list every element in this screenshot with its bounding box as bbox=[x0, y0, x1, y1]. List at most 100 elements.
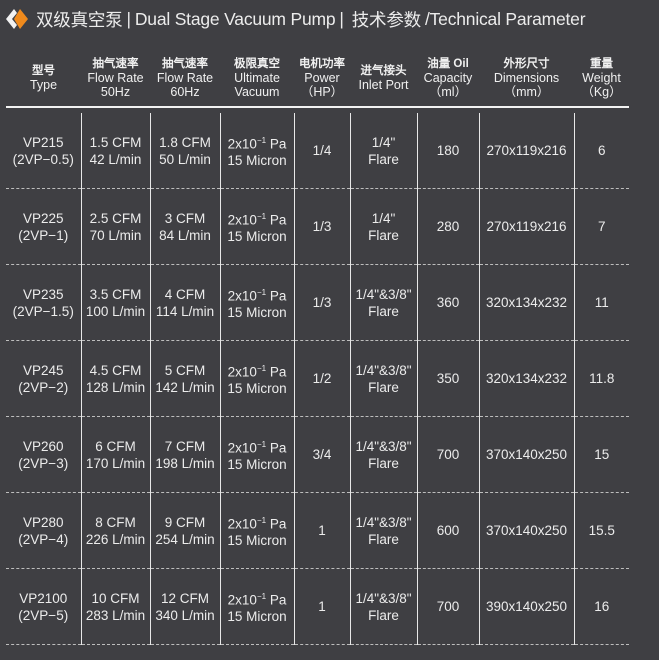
flow-60hz: 1.8 CFM bbox=[159, 134, 211, 150]
column-header: 极限真空 Ultimate Vacuum bbox=[220, 50, 294, 108]
power: 1/3 bbox=[312, 295, 332, 310]
header-cn: 重量 bbox=[590, 58, 613, 70]
model: VP215 bbox=[22, 134, 64, 150]
flow-60hz-sub: 254 L/min bbox=[155, 531, 215, 547]
vacuum-exponent: −1 bbox=[256, 439, 267, 449]
power-cell: 1/2 bbox=[293, 340, 350, 417]
inlet-port-sub: Flare bbox=[368, 607, 399, 623]
oil-capacity-cell: 180 bbox=[416, 113, 479, 189]
flow-60hz-sub: 84 L/min bbox=[159, 227, 211, 243]
flow-60hz-sub: 50 L/min bbox=[159, 151, 211, 167]
oil-capacity-cell: 600 bbox=[416, 492, 479, 569]
inlet-port-sub: Flare bbox=[368, 227, 399, 243]
flow-60hz-sub: 340 L/min bbox=[155, 607, 215, 623]
flow-60hz-cell: 12 CFM 340 L/min bbox=[149, 568, 220, 645]
vacuum-micron: 15 Micron bbox=[227, 533, 287, 549]
weight: 11.8 bbox=[589, 371, 615, 386]
dimensions-cell: 370x140x250 bbox=[478, 416, 574, 493]
table-row: VP215 (2VP−0.5) 1.5 CFM 42 L/min 1.8 CFM 50 L… bbox=[6, 113, 629, 189]
column-header: 重量 Weight （Kg） bbox=[574, 50, 629, 108]
weight-cell: 11.8 bbox=[573, 340, 629, 417]
header-en: Inlet Port bbox=[358, 78, 409, 92]
vacuum-unit: Pa bbox=[266, 136, 287, 152]
vacuum-micron: 15 Micron bbox=[227, 153, 287, 169]
weight: 6 bbox=[597, 143, 606, 158]
model-cell: VP2100 (2VP−5) bbox=[6, 568, 81, 645]
table-row: VP245 (2VP−2) 4.5 CFM 128 L/min 5 CFM 142 L/m… bbox=[6, 340, 629, 417]
power-cell: 1 bbox=[293, 568, 350, 645]
header-cn: 外形尺寸 bbox=[503, 58, 550, 70]
dimensions: 370x140x250 bbox=[485, 447, 568, 462]
dimensions-cell: 370x140x250 bbox=[478, 492, 574, 569]
oil-capacity: 360 bbox=[436, 295, 460, 310]
vacuum: 2x10 bbox=[227, 516, 257, 532]
power: 1 bbox=[318, 599, 326, 614]
model-cell: VP235 (2VP−1.5) bbox=[6, 264, 81, 341]
vacuum: 2x10 bbox=[227, 136, 257, 152]
flow-50hz-sub: 226 L/min bbox=[85, 531, 146, 547]
weight-cell: 11 bbox=[573, 264, 629, 341]
flow-50hz: 3.5 CFM bbox=[89, 286, 142, 302]
inlet-port-cell: 1/4" Flare bbox=[349, 188, 417, 265]
table-row: VP235 (2VP−1.5) 3.5 CFM 100 L/min 4 CFM 114 L… bbox=[6, 264, 629, 341]
model-sub: (2VP−1.5) bbox=[12, 303, 74, 319]
flow-50hz: 1.5 CFM bbox=[89, 134, 142, 150]
model: VP245 bbox=[22, 362, 64, 378]
weight-cell: 6 bbox=[573, 113, 629, 189]
weight-cell: 16 bbox=[573, 568, 629, 645]
power: 3/4 bbox=[312, 447, 332, 462]
dimensions-cell: 390x140x250 bbox=[478, 568, 574, 645]
vacuum: 2x10 bbox=[227, 440, 257, 456]
model-cell: VP280 (2VP−4) bbox=[6, 492, 81, 569]
column-header: 外形尺寸 Dimensions （mm） bbox=[479, 50, 574, 108]
model-cell: VP260 (2VP−3) bbox=[6, 416, 81, 493]
power: 1 bbox=[318, 523, 326, 538]
oil-capacity: 180 bbox=[436, 143, 460, 158]
flow-60hz: 5 CFM bbox=[164, 362, 206, 378]
dimensions-cell: 270x119x216 bbox=[478, 188, 574, 265]
oil-capacity-cell: 350 bbox=[416, 340, 479, 417]
inlet-port-cell: 1/4"&3/8" Flare bbox=[349, 340, 417, 417]
header-cn: 型号 bbox=[32, 65, 55, 77]
title-separator: | bbox=[339, 8, 344, 29]
oil-capacity: 280 bbox=[436, 219, 460, 234]
table-row: VP225 (2VP−1) 2.5 CFM 70 L/min 3 CFM 84 L/min… bbox=[6, 188, 629, 265]
oil-capacity: 350 bbox=[436, 371, 460, 386]
flow-60hz: 3 CFM bbox=[164, 210, 206, 226]
flow-50hz: 6 CFM bbox=[95, 438, 136, 454]
table-row: VP2100 (2VP−5) 10 CFM 283 L/min 12 CFM 340 L/… bbox=[6, 568, 629, 645]
header-cn: 电机功率 bbox=[299, 58, 345, 70]
vacuum: 2x10 bbox=[227, 288, 257, 304]
inlet-port-cell: 1/4"&3/8" Flare bbox=[349, 416, 417, 493]
flow-60hz-cell: 9 CFM 254 L/min bbox=[149, 492, 220, 569]
vacuum-cell: 2x10−1 Pa 15 Micron bbox=[219, 113, 294, 189]
vacuum-micron: 15 Micron bbox=[227, 305, 287, 321]
inlet-port-cell: 1/4"&3/8" Flare bbox=[349, 568, 417, 645]
vacuum-exponent: −1 bbox=[256, 515, 267, 525]
inlet-port-cell: 1/4" Flare bbox=[349, 113, 417, 189]
header-en: 50Hz bbox=[100, 85, 131, 99]
flow-50hz-cell: 6 CFM 170 L/min bbox=[80, 416, 150, 493]
flow-60hz-cell: 7 CFM 198 L/min bbox=[149, 416, 220, 493]
model-sub: (2VP−0.5) bbox=[12, 151, 74, 167]
column-header: 型号 Type bbox=[6, 50, 81, 108]
inlet-port-cell: 1/4"&3/8" Flare bbox=[349, 492, 417, 569]
vacuum-unit: Pa bbox=[266, 592, 287, 608]
model: VP260 bbox=[22, 438, 64, 454]
model: VP2100 bbox=[19, 590, 68, 606]
flow-50hz-cell: 3.5 CFM 100 L/min bbox=[80, 264, 150, 341]
weight: 11 bbox=[594, 295, 609, 310]
flow-50hz-sub: 170 L/min bbox=[85, 455, 146, 471]
column-header: 电机功率 Power （HP） bbox=[294, 50, 350, 108]
vacuum-cell: 2x10−1 Pa 15 Micron bbox=[219, 492, 294, 569]
column-header: 进气接头 Inlet Port bbox=[350, 50, 417, 108]
weight: 7 bbox=[597, 219, 606, 234]
flow-50hz-cell: 2.5 CFM 70 L/min bbox=[80, 188, 150, 265]
inlet-port: 1/4" bbox=[371, 134, 396, 150]
title-en: Dual Stage Vacuum Pump bbox=[134, 8, 336, 29]
inlet-port: 1/4"&3/8" bbox=[355, 286, 412, 302]
model-cell: VP215 (2VP−0.5) bbox=[6, 113, 81, 189]
flow-50hz-sub: 283 L/min bbox=[85, 607, 146, 623]
oil-capacity-cell: 280 bbox=[416, 188, 479, 265]
